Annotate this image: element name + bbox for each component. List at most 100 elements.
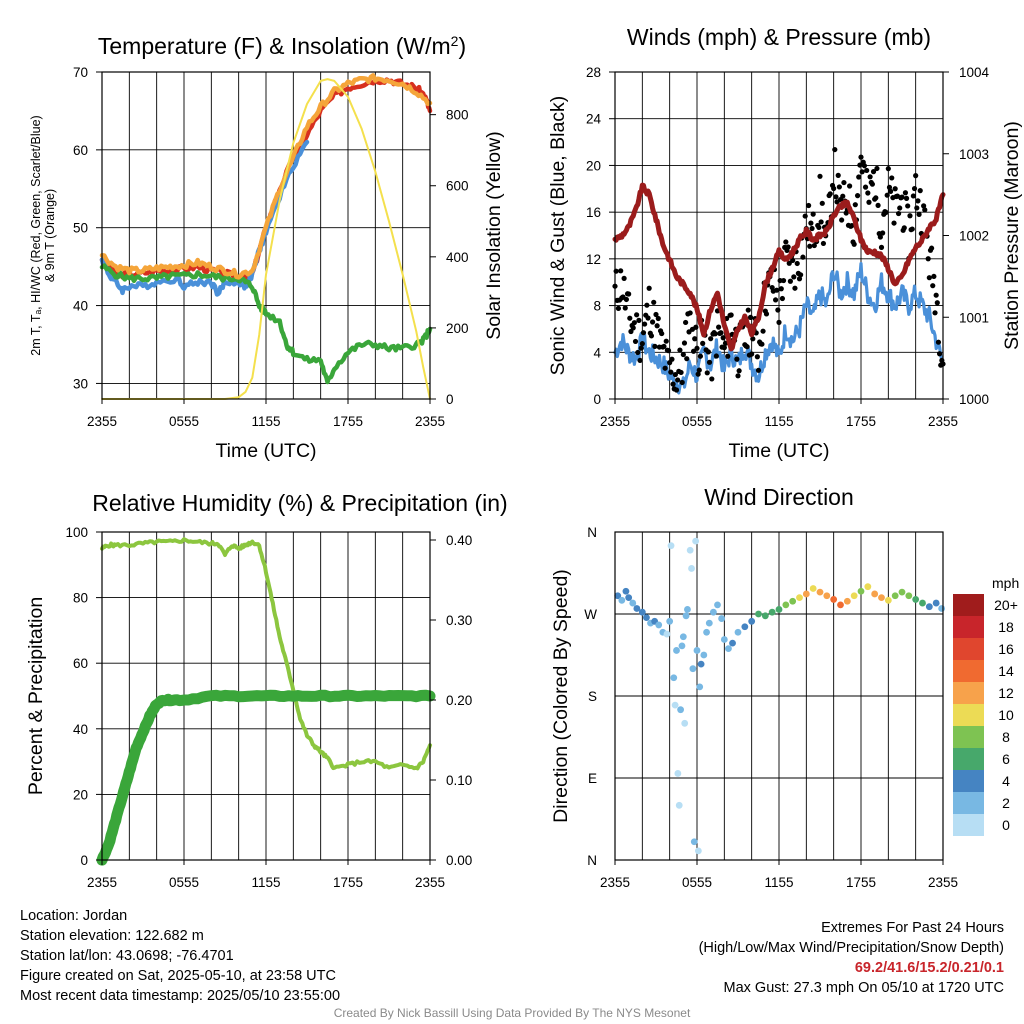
direction-direction-point [693, 647, 701, 654]
direction-direction-point [809, 585, 817, 592]
winds-gust-dot [869, 181, 875, 187]
winds-gust-dot [870, 169, 877, 175]
direction-direction-point [679, 633, 687, 641]
winds-gust-dot [840, 193, 846, 199]
winds-ytick-label: 20 [586, 158, 601, 173]
winds-y2label: Station Pressure (Maroon) [1001, 121, 1023, 350]
winds-ytick-label: 0 [593, 392, 601, 407]
winds-gust-dot [930, 283, 936, 289]
direction-direction-point [734, 628, 742, 636]
winds-gust-dot [905, 203, 911, 209]
winds-ytick-label: 8 [593, 299, 601, 314]
winds-ytick-label: 16 [586, 205, 601, 220]
humidity-y2tick-label: 0.00 [446, 853, 472, 868]
winds-gust-dot [932, 310, 938, 316]
winds-gust-dot [634, 312, 640, 318]
temperature-xtick-label: 1155 [251, 414, 280, 429]
winds-gust-dot [684, 356, 690, 362]
winds-gust-dot [811, 242, 817, 249]
winds-gust-dot [897, 205, 903, 211]
winds-gust-dot [772, 297, 779, 303]
direction-title: Wind Direction [704, 484, 854, 510]
winds-gust-dot [885, 166, 891, 172]
direction-colorbar-swatch [953, 660, 984, 682]
winds-gust-dot [755, 367, 762, 373]
direction-colorbar-swatch [953, 682, 984, 704]
humidity-title: Relative Humidity (%) & Precipitation (i… [92, 490, 507, 516]
winds-gust-dot [832, 146, 838, 153]
direction-colorbar-swatch [953, 704, 984, 726]
direction-colorbar-unit: mph [992, 575, 1019, 591]
humidity-ytick-label: 40 [73, 722, 88, 737]
winds-gust-dot [910, 193, 916, 199]
winds-gust-dot [902, 190, 909, 196]
winds-xtick-label: 2355 [928, 414, 958, 429]
winds-gust-dot [644, 302, 650, 308]
winds-gust-dot [754, 354, 760, 360]
winds-y2tick-label: 1002 [959, 229, 989, 244]
winds-gust-dot [712, 331, 718, 337]
winds-gust-dot [883, 209, 889, 216]
winds-gust-dot [622, 305, 628, 311]
temperature-series-line [99, 73, 433, 280]
direction-colorbar-label: 6 [1002, 751, 1010, 767]
direction-direction-point [864, 583, 872, 591]
direction-direction-point [878, 594, 885, 601]
winds-gust-dot [835, 172, 841, 178]
winds-gust-dot [884, 192, 890, 198]
winds-gust-dot [681, 340, 688, 346]
direction-colorbar-label: 18 [998, 619, 1014, 635]
winds-ylabel: Sonic Wind & Gust (Blue, Black) [547, 96, 569, 376]
winds-gust-dot [774, 287, 780, 293]
winds-gust-dot [665, 348, 672, 354]
winds-gust-dot [745, 307, 751, 313]
winds-gust-dot [680, 351, 686, 358]
winds-gust-dot [675, 377, 681, 383]
winds-gust-dot [749, 351, 755, 357]
direction-direction-point [823, 592, 831, 600]
winds-gust-dot [929, 245, 935, 251]
temperature-ytick-label: 50 [73, 221, 88, 236]
winds-gust-dot [875, 202, 881, 208]
winds-gust-dot [705, 349, 711, 355]
winds-gust-dot [921, 203, 927, 209]
winds-gust-dot [785, 244, 791, 250]
winds-gust-dot [901, 225, 907, 231]
winds-gust-dot [861, 163, 868, 169]
extremes-subtitle: (High/Low/Max Wind/Precipitation/Snow De… [698, 940, 1004, 956]
direction-ylabel: Direction (Colored By Speed) [550, 569, 572, 823]
direction-direction-point [705, 619, 713, 627]
direction-ytick-label: N [587, 853, 597, 868]
direction-colorbar-swatch [953, 726, 984, 748]
temperature-title-main: Temperature (F) & Insolation (W/m [98, 33, 451, 59]
direction-direction-point [675, 801, 683, 809]
winds-gust-dot [693, 324, 699, 330]
direction-colorbar-label: 14 [998, 663, 1014, 679]
latlon-text: Station lat/lon: 43.0698; -76.4701 [20, 948, 234, 964]
direction-direction-point [673, 647, 680, 654]
winds-gust-dot [916, 211, 922, 217]
direction-colorbar-label: 12 [998, 685, 1014, 701]
direction-direction-point [681, 719, 689, 727]
winds-gust-dot [648, 333, 655, 339]
winds-gust-dot [794, 260, 800, 267]
winds-gust-dot [759, 341, 765, 347]
winds-gust-dot [615, 305, 622, 311]
temperature-xtick-label: 2355 [87, 414, 117, 429]
direction-direction-point [919, 599, 926, 607]
winds-gust-dot [796, 276, 803, 282]
winds-gust-dot [915, 198, 921, 204]
direction-colorbar-swatch [953, 594, 984, 616]
winds-gust-dot [672, 371, 678, 378]
temperature-xlabel: Time (UTC) [215, 440, 316, 462]
winds-gust-dot [646, 285, 652, 291]
direction-direction-point [782, 601, 790, 609]
humidity-ytick-label: 100 [65, 525, 88, 540]
winds-gust-dot [653, 311, 659, 318]
winds-gust-dot [907, 213, 913, 219]
winds-xtick-label: 2355 [600, 414, 630, 429]
winds-gust-dot [839, 217, 845, 223]
winds-y2tick-label: 1004 [959, 65, 990, 80]
direction-colorbar-swatch [953, 814, 984, 836]
